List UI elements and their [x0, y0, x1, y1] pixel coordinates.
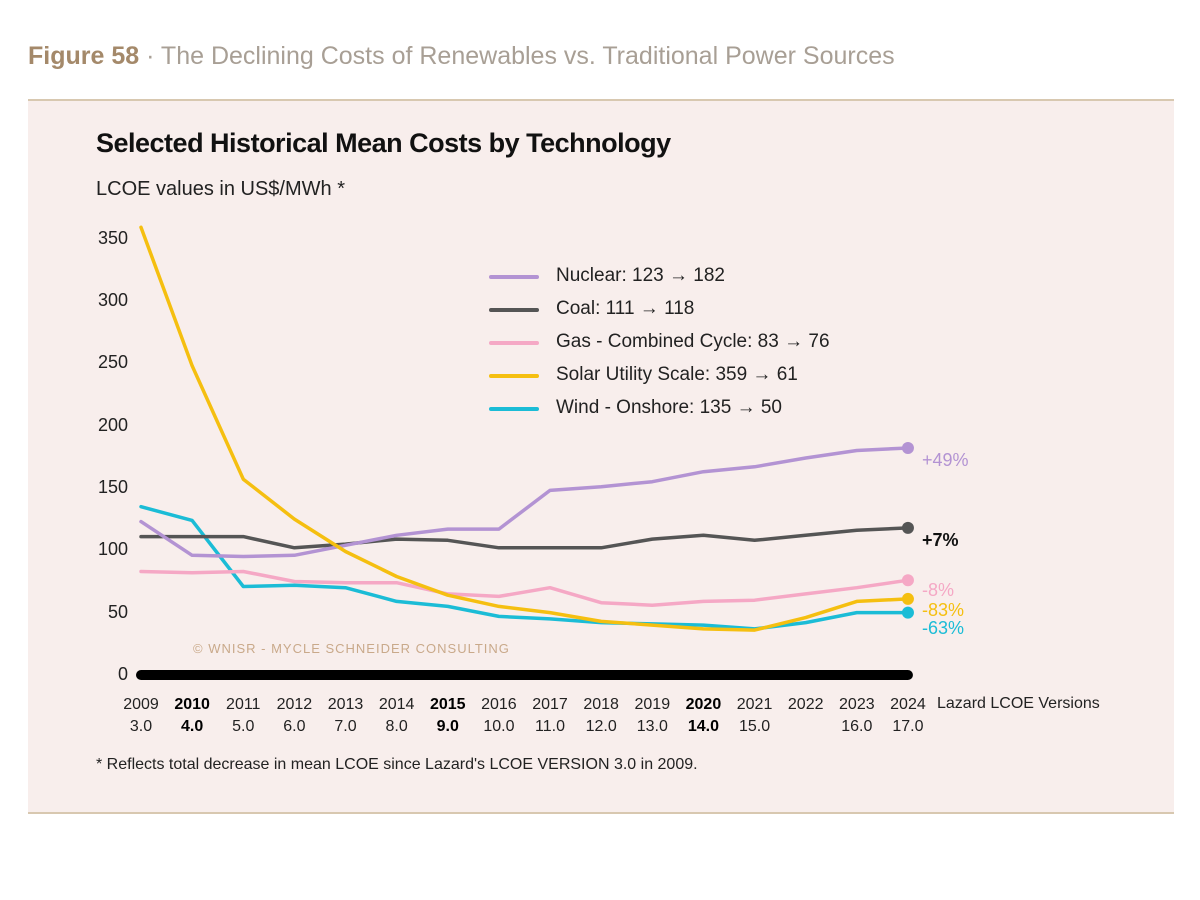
x-tick-version: 5.0: [232, 718, 255, 735]
x-tick-version: 4.0: [181, 718, 204, 735]
x-tick-version: 6.0: [283, 718, 306, 735]
legend-label-gas-combined-cycle: Gas - Combined Cycle: 83 → 76: [556, 331, 830, 352]
watermark: © WNISR - MYCLE SCHNEIDER CONSULTING: [193, 641, 510, 656]
figure-number: Figure 58: [28, 42, 140, 70]
y-tick-label: 50: [107, 601, 128, 622]
footnote: * Reflects total decrease in mean LCOE s…: [96, 756, 698, 773]
series-end-label-solar-utility-scale: -83%: [922, 600, 965, 620]
x-tick-year: 2016: [481, 696, 517, 713]
x-tick-year: 2013: [327, 696, 364, 713]
x-tick-version: 8.0: [385, 718, 408, 735]
x-tick-year: 2017: [532, 696, 568, 713]
y-tick-label: 0: [117, 664, 128, 684]
x-tick-version: 13.0: [636, 718, 668, 735]
series-end-label-wind-onshore: -63%: [922, 618, 965, 638]
x-tick-year: 2015: [429, 696, 466, 713]
x-tick-year: 2012: [276, 696, 313, 713]
y-tick-label: 200: [97, 414, 128, 435]
legend-label-nuclear: Nuclear: 123 → 182: [556, 265, 725, 286]
x-tick-year: 2024: [890, 696, 926, 713]
x-tick-version: 9.0: [436, 718, 459, 735]
figure-caption-text: The Declining Costs of Renewables vs. Tr…: [160, 42, 895, 70]
series-line-nuclear: [139, 446, 910, 559]
chart-subtitle: LCOE values in US$/MWh *: [96, 178, 345, 200]
series-end-label-coal: +7%: [922, 530, 959, 550]
series-line-coal: [139, 526, 910, 550]
x-tick-version: 16.0: [841, 718, 873, 735]
series-end-marker-solar-utility-scale: [901, 592, 914, 605]
figure-separator: ·: [139, 42, 161, 70]
series-end-label-nuclear: +49%: [922, 450, 969, 470]
series-end-marker-wind-onshore: [901, 606, 914, 619]
chart-title: Selected Historical Mean Costs by Techno…: [96, 128, 671, 158]
series-end-marker-nuclear: [901, 442, 914, 455]
x-tick-year: 2021: [736, 696, 773, 713]
figure-caption: Figure 58 · The Declining Costs of Renew…: [28, 42, 895, 71]
x-tick-year: 2018: [583, 696, 619, 713]
x-tick-version: 14.0: [687, 718, 719, 735]
x-tick-version: 10.0: [483, 718, 515, 735]
series-line-solar-utility-scale: [139, 225, 910, 632]
x-tick-version: 11.0: [535, 718, 565, 735]
series-end-label-gas-combined-cycle: -8%: [922, 580, 955, 600]
chart-panel: [28, 101, 1174, 812]
x-tick-year: 2010: [174, 696, 210, 713]
series-end-marker-coal: [901, 521, 914, 534]
x-tick-version: 12.0: [585, 718, 617, 735]
legend-label-solar-utility-scale: Solar Utility Scale: 359 → 61: [556, 364, 798, 385]
y-tick-label: 150: [97, 476, 128, 497]
series-line-wind-onshore: [139, 504, 910, 631]
x-tick-year: 2023: [839, 696, 875, 713]
x-tick-year: 2009: [123, 696, 159, 713]
x-tick-year: 2022: [787, 696, 824, 713]
x-tick-year: 2011: [226, 696, 261, 713]
x-tick-year: 2020: [685, 696, 722, 713]
x-tick-version: 15.0: [738, 718, 771, 735]
x-axis-label: Lazard LCOE Versions: [937, 695, 1100, 712]
x-tick-version: 3.0: [129, 718, 153, 735]
x-tick-year: 2019: [634, 696, 671, 713]
legend-label-wind-onshore: Wind - Onshore: 135 → 50: [556, 397, 782, 418]
series-end-marker-gas-combined-cycle: [901, 574, 914, 587]
x-tick-year: 2014: [378, 696, 415, 713]
x-tick-version: 17.0: [892, 718, 924, 735]
top-rule: [28, 99, 1174, 101]
x-tick-version: 7.0: [334, 718, 357, 735]
y-tick-label: 250: [97, 352, 128, 373]
legend-label-coal: Coal: 111 → 118: [556, 298, 695, 319]
y-tick-label: 350: [97, 227, 128, 248]
y-tick-label: 300: [97, 289, 128, 310]
series-line-gas-combined-cycle: [139, 569, 910, 607]
bottom-rule: [28, 812, 1174, 814]
y-tick-label: 100: [97, 539, 128, 560]
